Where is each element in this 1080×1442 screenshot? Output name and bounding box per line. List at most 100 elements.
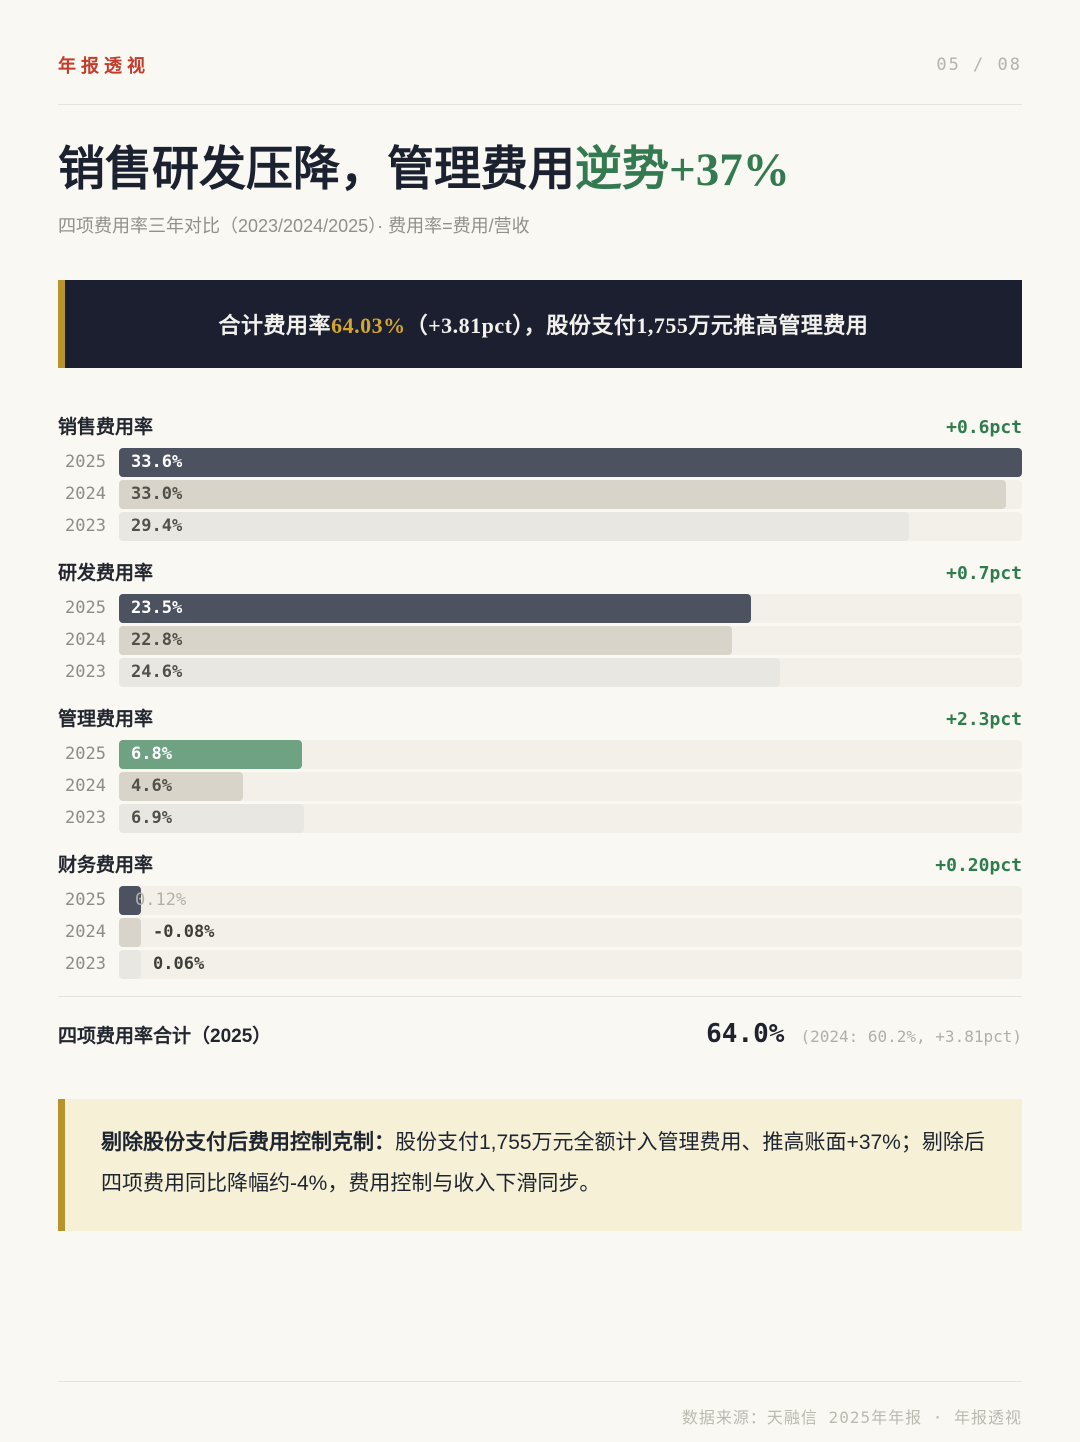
summary-label: 四项费用率合计（2025） (58, 1025, 272, 1047)
section-title-rnd: 研发费用率 (58, 562, 154, 584)
bar-fill-2023: 24.6% (119, 657, 781, 687)
expense-section-admin: 管理费用率 +2.3pct 2025 6.8% 2024 4.6% 2023 6.9% (58, 704, 1022, 833)
bar-value-label: 33.6% (131, 452, 183, 473)
title-accent: 逆势+37% (575, 144, 790, 196)
bar-track: 24.6% (119, 657, 1022, 687)
bar-row-finance-2025: 2025 0.12% (58, 885, 1022, 915)
bar-year-label: 2024 (65, 922, 106, 943)
bar-year-label: 2023 (65, 954, 106, 975)
summary-values: 64.0% (2024: 60.2%, +3.81pct) (706, 1019, 1022, 1049)
page-header: 年报透视 05 / 08 (58, 0, 1022, 105)
bar-year-label: 2024 (65, 484, 106, 505)
section-delta-admin: +2.3pct (946, 708, 1022, 730)
bar-fill-2024: 22.8% (119, 625, 732, 655)
bar-row-admin-2024: 2024 4.6% (58, 771, 1022, 801)
bar-track: 22.8% (119, 625, 1022, 655)
banner-highlight: 64.03% (331, 312, 406, 338)
bar-value-label: 24.6% (131, 662, 183, 683)
bar-track: 0.12% (119, 885, 1022, 915)
note-box: 剔除股份支付后费用控制克制：股份支付1,755万元全额计入管理费用、推高账面+3… (58, 1098, 1022, 1231)
headline-banner: 合计费用率64.03%（+3.81pct），股份支付1,755万元推高管理费用 (58, 279, 1022, 368)
bar-year-label: 2024 (65, 630, 106, 651)
bar-fill-2024: 33.0% (119, 479, 1006, 509)
summary-total-value: 64.0% (706, 1018, 785, 1049)
section-header-admin: 管理费用率 +2.3pct (58, 704, 1022, 731)
bar-track: 23.5% (119, 593, 1022, 623)
note-text: 剔除股份支付后费用控制克制：股份支付1,755万元全额计入管理费用、推高账面+3… (101, 1123, 986, 1205)
bar-track: 33.6% (119, 447, 1022, 477)
bar-row-rnd-2024: 2024 22.8% (58, 625, 1022, 655)
bar-track: 4.6% (119, 771, 1022, 801)
bar-year-label: 2025 (65, 744, 106, 765)
section-title-sales: 销售费用率 (58, 416, 154, 438)
bar-row-rnd-2025: 2025 23.5% (58, 593, 1022, 623)
banner-text: 合计费用率64.03%（+3.81pct），股份支付1,755万元推高管理费用 (219, 308, 869, 340)
page-number: 05 / 08 (936, 55, 1022, 75)
bar-row-rnd-2023: 2023 24.6% (58, 657, 1022, 687)
bar-fill-2024 (119, 917, 141, 947)
banner-text-post: （+3.81pct），股份支付1,755万元推高管理费用 (405, 312, 869, 338)
expense-section-rnd: 研发费用率 +0.7pct 2025 23.5% 2024 22.8% 2023 24.6% (58, 558, 1022, 687)
bar-value-label: -0.08% (153, 922, 215, 943)
section-delta-finance: +0.20pct (935, 854, 1022, 876)
section-delta-rnd: +0.7pct (946, 562, 1022, 584)
bar-row-sales-2025: 2025 33.6% (58, 447, 1022, 477)
bar-row-finance-2024: 2024 -0.08% (58, 917, 1022, 947)
bar-fill-2023: 29.4% (119, 511, 910, 541)
bar-value-label: 4.6% (131, 776, 172, 797)
bar-year-label: 2025 (65, 452, 106, 473)
bar-year-label: 2023 (65, 662, 106, 683)
section-header-sales: 销售费用率 +0.6pct (58, 412, 1022, 439)
bar-row-sales-2024: 2024 33.0% (58, 479, 1022, 509)
bar-track: 33.0% (119, 479, 1022, 509)
bar-fill-2025: 6.8% (119, 739, 302, 769)
title-main: 销售研发压降，管理费用 (58, 144, 575, 196)
section-title-finance: 财务费用率 (58, 854, 154, 876)
bar-value-label: 23.5% (131, 598, 183, 619)
banner-text-pre: 合计费用率 (218, 312, 332, 338)
section-header-finance: 财务费用率 +0.20pct (58, 850, 1022, 877)
expense-section-finance: 财务费用率 +0.20pct 2025 0.12% 2024 -0.08% 2023 0.06… (58, 850, 1022, 979)
section-delta-sales: +0.6pct (946, 416, 1022, 438)
bar-fill-2023: 6.9% (119, 803, 305, 833)
page-subtitle: 四项费用率三年对比（2023/2024/2025）· 费用率=费用/营收 (58, 215, 530, 236)
bar-value-label: 29.4% (131, 516, 183, 537)
bar-track: 0.06% (119, 949, 1022, 979)
bar-fill-2025: 33.6% (119, 447, 1022, 477)
bar-value-label: 0.12% (135, 890, 187, 911)
chart-sections: 销售费用率 +0.6pct 2025 33.6% 2024 33.0% 2023 29.4% 研… (58, 412, 1022, 979)
bar-value-label: 0.06% (153, 954, 205, 975)
bar-value-label: 6.9% (131, 808, 172, 829)
bar-fill-2024: 4.6% (119, 771, 243, 801)
bar-row-admin-2025: 2025 6.8% (58, 739, 1022, 769)
section-header-rnd: 研发费用率 +0.7pct (58, 558, 1022, 585)
bar-year-label: 2023 (65, 808, 106, 829)
bar-value-label: 22.8% (131, 630, 183, 651)
bar-value-label: 6.8% (131, 744, 172, 765)
summary-row: 四项费用率合计（2025） 64.0% (2024: 60.2%, +3.81pc… (58, 995, 1022, 1049)
note-body: 股份支付1,755万元全额计入管理费用、推高账面+37%；剔除后四项费用同比降幅… (101, 1130, 985, 1195)
bar-year-label: 2025 (65, 598, 106, 619)
bar-year-label: 2024 (65, 776, 106, 797)
bar-track: 6.9% (119, 803, 1022, 833)
page-title: 销售研发压降，管理费用逆势+37% (58, 144, 1022, 197)
note-lead: 剔除股份支付后费用控制克制： (101, 1130, 395, 1154)
bar-row-admin-2023: 2023 6.9% (58, 803, 1022, 833)
bar-row-sales-2023: 2023 29.4% (58, 511, 1022, 541)
expense-section-sales: 销售费用率 +0.6pct 2025 33.6% 2024 33.0% 2023 29.4% (58, 412, 1022, 541)
brand-logo-text: 年报透视 (58, 56, 150, 76)
page-footer: 数据来源：天融信 2025年年报 · 年报透视 (58, 1380, 1022, 1428)
bar-track: 6.8% (119, 739, 1022, 769)
summary-comparison-note: (2024: 60.2%, +3.81pct) (800, 1026, 1022, 1046)
bar-track: 29.4% (119, 511, 1022, 541)
bar-fill-2025 (119, 885, 141, 915)
bar-year-label: 2023 (65, 516, 106, 537)
bar-value-label: 33.0% (131, 484, 183, 505)
bar-row-finance-2023: 2023 0.06% (58, 949, 1022, 979)
section-title-admin: 管理费用率 (58, 708, 154, 730)
bar-fill-2025: 23.5% (119, 593, 751, 623)
bar-year-label: 2025 (65, 890, 106, 911)
bar-fill-2023 (119, 949, 141, 979)
bar-track: -0.08% (119, 917, 1022, 947)
